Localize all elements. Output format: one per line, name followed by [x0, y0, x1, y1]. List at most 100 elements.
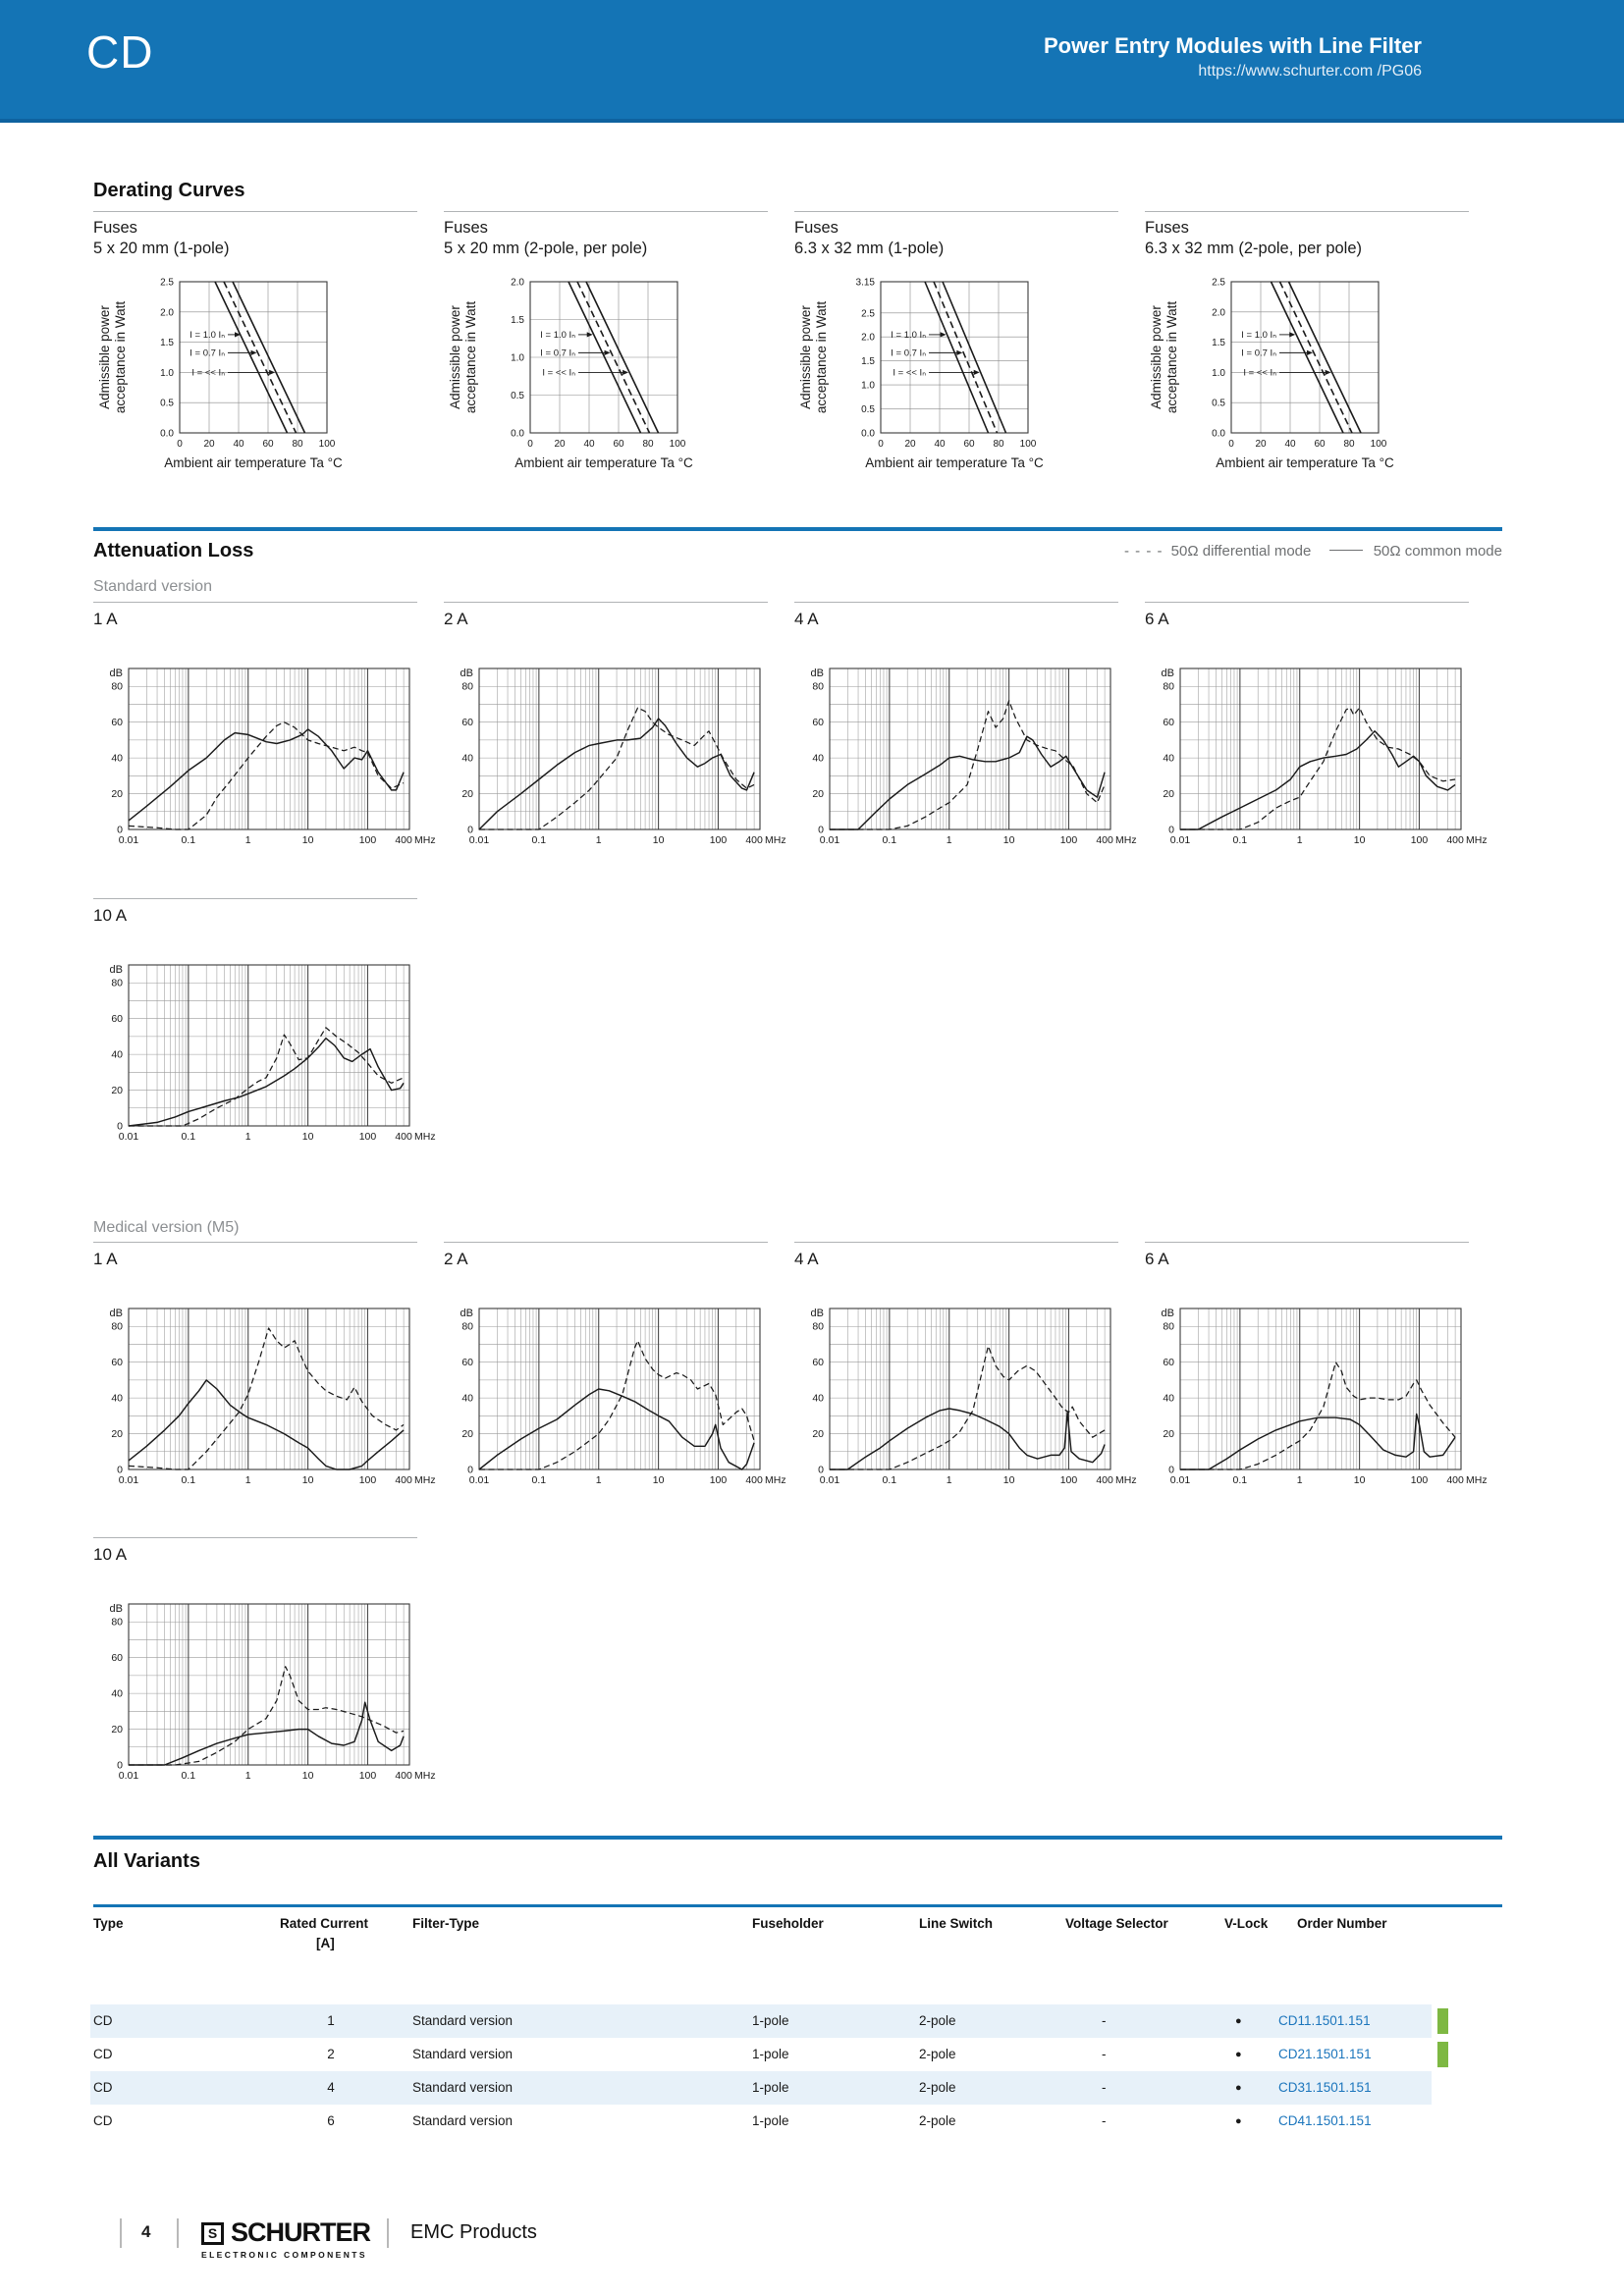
svg-text:40: 40 — [233, 439, 244, 450]
svg-text:100: 100 — [710, 834, 728, 846]
svg-text:0.0: 0.0 — [861, 429, 875, 440]
svg-text:1: 1 — [596, 1474, 602, 1486]
chart-current-label: 6 A — [1145, 1250, 1169, 1268]
svg-text:MHz: MHz — [1466, 1474, 1488, 1486]
svg-text:1.0: 1.0 — [861, 381, 875, 392]
svg-text:400: 400 — [745, 834, 763, 846]
svg-text:1.0: 1.0 — [160, 368, 174, 379]
svg-text:Ambient air temperature Ta °C: Ambient air temperature Ta °C — [514, 455, 693, 470]
svg-text:40: 40 — [461, 753, 473, 765]
svg-text:400: 400 — [395, 1770, 412, 1782]
svg-text:100: 100 — [319, 439, 336, 450]
derating-block-6x32-2pole: Fuses 6.3 x 32 mm (2-pole, per pole) 0.0… — [1145, 211, 1469, 473]
svg-text:80: 80 — [812, 681, 824, 693]
chart-current-label: 2 A — [444, 1250, 468, 1268]
table-top-rule — [93, 1904, 1502, 1907]
attenuation-block-medical-4a: 4 A dB 0 20 40 60 80 0.01 0.1 1 10 100 400 MHz — [794, 1242, 1137, 1499]
col-header-voltage-selector: Voltage Selector — [1065, 1916, 1168, 1931]
attenuation-block-medical-2a: 2 A dB 0 20 40 60 80 0.01 0.1 1 10 100 400 MHz — [444, 1242, 786, 1499]
order-number-link[interactable]: CD11.1501.151 — [1278, 2013, 1371, 2028]
attenuation-chart-medical-1a: dB 0 20 40 60 80 0.01 0.1 1 10 100 400 MHz — [110, 1308, 436, 1486]
cell-voltage-selector: - — [1102, 2113, 1107, 2128]
svg-text:0: 0 — [1168, 1465, 1174, 1476]
order-number-link[interactable]: CD41.1501.151 — [1278, 2113, 1372, 2128]
svg-text:2.0: 2.0 — [861, 333, 875, 344]
attenuation-chart-medical-2a: dB 0 20 40 60 80 0.01 0.1 1 10 100 400 MHz — [460, 1308, 786, 1486]
svg-text:dB: dB — [110, 964, 123, 976]
cell-filter-type: Standard version — [412, 2113, 514, 2128]
svg-text:10: 10 — [302, 1131, 314, 1143]
svg-text:100: 100 — [1371, 439, 1387, 450]
svg-text:40: 40 — [111, 1049, 123, 1061]
attenuation-chart-medical-4a: dB 0 20 40 60 80 0.01 0.1 1 10 100 400 MHz — [811, 1308, 1137, 1486]
order-number-link[interactable]: CD21.1501.151 — [1278, 2047, 1372, 2061]
svg-text:60: 60 — [461, 717, 473, 728]
page-number: 4 — [141, 2222, 151, 2241]
svg-text:dB: dB — [110, 667, 123, 679]
svg-text:0.01: 0.01 — [119, 834, 139, 846]
attenuation-chart-medical-10a: dB 0 20 40 60 80 0.01 0.1 1 10 100 400 MHz — [110, 1603, 436, 1782]
attenuation-block-standard-1a: 1 A dB 0 20 40 60 80 0.01 0.1 1 10 100 400 MHz — [93, 602, 436, 859]
fuse-title: Fuses — [794, 219, 839, 237]
chart-current-label: 1 A — [93, 610, 118, 628]
divider — [93, 1242, 417, 1243]
svg-text:I = << Iₙ: I = << Iₙ — [542, 368, 575, 379]
attenuation-chart-standard-10a: dB 0 20 40 60 80 0.01 0.1 1 10 100 400 MHz — [110, 964, 436, 1143]
svg-text:40: 40 — [1163, 1393, 1174, 1405]
svg-text:80: 80 — [642, 439, 654, 450]
dashed-line-sample: - - - - — [1124, 543, 1164, 560]
svg-text:60: 60 — [1163, 1357, 1174, 1368]
svg-text:0.1: 0.1 — [1233, 1474, 1248, 1486]
svg-text:100: 100 — [670, 439, 686, 450]
svg-text:20: 20 — [812, 1428, 824, 1440]
subsection-medical-version: Medical version (M5) — [93, 1219, 240, 1236]
chart-current-label: 4 A — [794, 1250, 819, 1268]
svg-text:60: 60 — [613, 439, 624, 450]
legend-common-label: 50Ω common mode — [1373, 543, 1502, 560]
cell-voltage-selector: - — [1102, 2080, 1107, 2095]
svg-text:Admissible power: Admissible power — [1149, 305, 1164, 409]
svg-text:100: 100 — [1060, 1474, 1078, 1486]
schurter-logo-icon: S — [201, 2222, 224, 2245]
svg-text:10: 10 — [1354, 1474, 1366, 1486]
svg-text:20: 20 — [111, 788, 123, 800]
svg-text:MHz: MHz — [1466, 834, 1488, 846]
svg-text:0.1: 0.1 — [1233, 834, 1248, 846]
order-number-link[interactable]: CD31.1501.151 — [1278, 2080, 1372, 2095]
svg-text:400: 400 — [395, 834, 412, 846]
svg-text:dB: dB — [811, 1308, 824, 1319]
divider — [444, 211, 768, 212]
divider — [93, 211, 417, 212]
svg-text:1: 1 — [947, 1474, 952, 1486]
derating-block-5x20-2pole: Fuses 5 x 20 mm (2-pole, per pole) 0.0 0.… — [444, 211, 768, 473]
svg-text:80: 80 — [111, 1321, 123, 1333]
svg-text:20: 20 — [461, 788, 473, 800]
svg-text:20: 20 — [554, 439, 566, 450]
svg-text:80: 80 — [1163, 681, 1174, 693]
svg-text:dB: dB — [460, 1308, 473, 1319]
page-title: Power Entry Modules with Line Filter — [1043, 33, 1422, 58]
svg-text:60: 60 — [1163, 717, 1174, 728]
svg-text:1.0: 1.0 — [511, 353, 524, 364]
svg-text:acceptance in Watt: acceptance in Watt — [814, 301, 829, 414]
svg-text:dB: dB — [110, 1308, 123, 1319]
svg-text:80: 80 — [1343, 439, 1355, 450]
svg-text:I = << Iₙ: I = << Iₙ — [191, 368, 225, 379]
col-header-fuseholder: Fuseholder — [752, 1916, 824, 1931]
divider — [1145, 1242, 1469, 1243]
svg-text:10: 10 — [653, 834, 665, 846]
svg-text:0.5: 0.5 — [160, 399, 174, 409]
header-bar: CD Power Entry Modules with Line Filter … — [0, 0, 1624, 123]
svg-text:80: 80 — [111, 978, 123, 989]
header-url-link[interactable]: https://www.schurter.com /PG06 — [1198, 63, 1422, 80]
svg-text:MHz: MHz — [765, 1474, 786, 1486]
svg-text:40: 40 — [1284, 439, 1296, 450]
svg-text:60: 60 — [111, 1357, 123, 1368]
svg-text:10: 10 — [1003, 1474, 1015, 1486]
svg-text:0.1: 0.1 — [532, 1474, 547, 1486]
svg-text:0: 0 — [1228, 439, 1234, 450]
svg-text:I = 1.0 Iₙ: I = 1.0 Iₙ — [540, 330, 575, 341]
col-header-type: Type — [93, 1916, 124, 1931]
svg-text:1: 1 — [245, 1131, 251, 1143]
svg-text:2.5: 2.5 — [861, 308, 875, 319]
